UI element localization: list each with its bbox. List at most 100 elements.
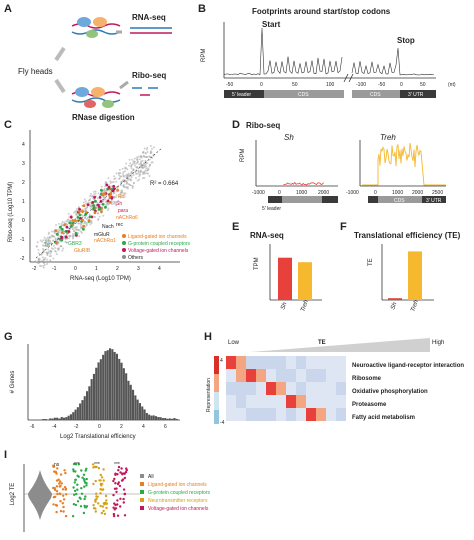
panel-d-ticks: -1000 0 1000 2000 -1000 0 1000 2000 2500	[252, 190, 443, 196]
heatmap-cell	[246, 408, 256, 421]
scatter-point-highlight	[82, 204, 86, 208]
scatter-point	[140, 162, 142, 165]
histogram-bar	[72, 412, 75, 420]
panel-c-ylabel: Ribo-seq (Log10 TPM)	[8, 182, 14, 243]
scatter-point	[129, 184, 132, 187]
histogram	[40, 348, 178, 420]
swarm-point	[64, 514, 68, 518]
histogram-bar	[132, 389, 135, 420]
tick-label: 100	[326, 82, 335, 88]
tick-label: 1000	[392, 190, 403, 196]
scatter-point	[55, 253, 58, 256]
swarm-point	[114, 473, 117, 476]
treh-ribo-trace-line	[362, 142, 446, 186]
histogram-bar	[157, 417, 160, 420]
swarm-point	[92, 482, 95, 486]
swarm-point	[99, 473, 103, 477]
scatter-point-highlight	[81, 210, 84, 214]
tick-label: -4	[52, 424, 57, 430]
heatmap-cell	[256, 395, 266, 408]
scatter-point	[52, 257, 55, 260]
scatter-point	[125, 182, 128, 185]
scatter-point	[52, 244, 55, 247]
scatter-point	[118, 172, 120, 174]
scatter-point	[43, 236, 46, 239]
tick-label: 1000	[296, 190, 307, 196]
swarm-point	[62, 498, 66, 501]
scatter-point	[76, 214, 79, 217]
swarm-point	[72, 468, 75, 471]
heatmap-row-labels: Neuroactive ligand-receptor interaction …	[352, 363, 464, 421]
ribosome-mrna-top	[71, 17, 121, 38]
scatter-point	[80, 213, 83, 216]
scatter-point	[42, 249, 45, 252]
legend-swatch	[122, 241, 126, 245]
scatter-point	[72, 236, 74, 239]
heatmap-cell	[336, 395, 346, 408]
heatmap-cell	[306, 382, 316, 395]
heatmap-cell	[286, 382, 296, 395]
heatmap-cell	[296, 356, 306, 369]
scatter-point	[46, 243, 49, 246]
sig-label: ***	[114, 462, 120, 468]
scatter-point	[119, 175, 122, 178]
scatter-point	[126, 185, 129, 188]
scatter-point	[104, 185, 107, 188]
scatter-point	[49, 252, 52, 255]
tick-label: 0	[98, 424, 101, 430]
panel-b-gene-bar: 5' leader CDS CDS 3' UTR	[224, 90, 436, 98]
heatmap-cell	[286, 369, 296, 382]
swarm-point	[112, 479, 115, 483]
scatter-point	[143, 166, 146, 169]
gene-label: nAChRα6	[116, 215, 138, 221]
tick-label: 2500	[432, 190, 443, 196]
tick-label: 0	[278, 190, 281, 196]
swarm-point	[92, 504, 95, 507]
swarm-point	[105, 506, 108, 510]
scatter-point	[128, 158, 131, 161]
scatter-point-highlight	[69, 225, 73, 228]
panel-letter-i: I	[4, 449, 7, 461]
panel-d-gene-bar: 5' leader CDS 3' UTR	[262, 196, 446, 212]
scatter-point-highlight	[86, 203, 90, 207]
scatter-point	[143, 147, 146, 150]
heatmap-cell	[236, 369, 246, 382]
histogram-bar	[152, 415, 155, 420]
histogram-bar	[159, 417, 162, 420]
scatter-point	[75, 228, 78, 231]
panel-c-xticks: -2 -1 0 1 2 3 4	[32, 266, 161, 272]
legend-label: Neurotransmitter receptors	[148, 498, 208, 504]
swarm-point	[94, 498, 97, 502]
scatter-point	[132, 174, 135, 176]
scatter-point	[83, 222, 86, 225]
tick-label: 2	[120, 424, 123, 430]
swarm-point	[112, 512, 116, 516]
swarm-point	[74, 470, 77, 473]
scatter-point	[147, 167, 149, 170]
scatter-point	[69, 235, 72, 238]
rna-seq-label: RNA-seq	[132, 13, 166, 22]
histogram-bar	[113, 352, 116, 420]
scatter-point-highlight	[94, 199, 97, 203]
swarm-point	[99, 488, 102, 491]
scatter-point	[130, 167, 133, 170]
swarm-point	[99, 504, 102, 508]
scatter-point	[123, 192, 126, 195]
heatmap-cell	[296, 369, 306, 382]
tick-label: 1	[95, 266, 98, 272]
segment-label: CDS	[298, 92, 309, 98]
scatter-point	[126, 174, 129, 177]
swarm-point	[73, 489, 77, 493]
scatter-point	[80, 227, 82, 230]
swarm-point	[123, 472, 126, 475]
panel-e-title: RNA-seq	[250, 231, 284, 240]
te-high-label: High	[432, 340, 444, 346]
tick-label: -50	[378, 82, 385, 88]
swarm-point	[83, 497, 86, 501]
swarm-point	[122, 488, 126, 491]
scatter-point-highlight	[60, 231, 64, 234]
scale-bar-red	[214, 356, 219, 374]
scatter-point-highlight	[101, 202, 105, 206]
heatmap-cell	[276, 369, 286, 382]
tick-label: 2000	[412, 190, 423, 196]
